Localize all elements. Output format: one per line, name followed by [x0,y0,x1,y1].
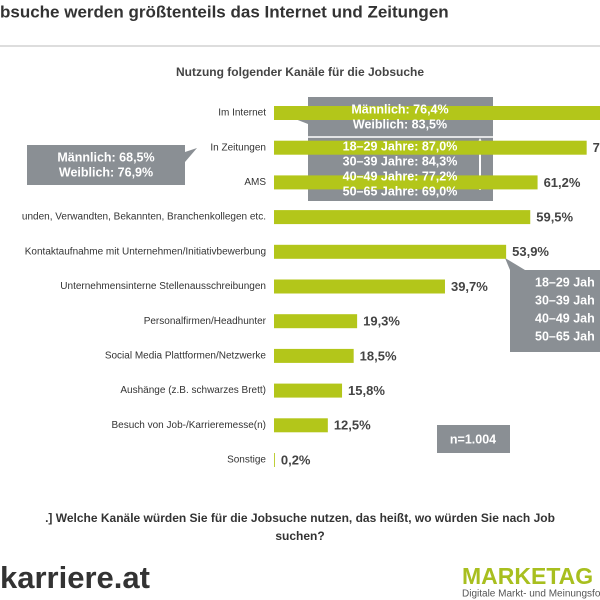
callout-text: 40–49 Jahre: 77,2% [343,169,458,183]
callout-text: Männlich: 68,5% [57,150,154,164]
question: .] Welche Kanäle würden Sie für die Jobs… [45,511,555,525]
category-label: Personalfirmen/Headhunter [144,316,267,327]
callout-text: 50–65 Jahre: 69,0% [343,184,458,198]
value-label: 15,8% [348,383,385,398]
callout-text: Weiblich: 83,5% [353,117,447,131]
callout-text: 40–49 Jah [535,311,595,325]
value-label: 0,2% [281,452,311,467]
callout-text: Männlich: 76,4% [351,102,448,116]
category-label: Kontaktaufnahme mit Unternehmen/Initiati… [25,246,266,257]
callout-text: 50–65 Jah [535,329,595,343]
bar [274,106,600,120]
bar [274,175,538,190]
value-label: 61,2% [544,175,581,190]
logo: MARKETAG [462,563,593,589]
chart-subtitle: Nutzung folgender Kanäle für die Jobsuch… [176,65,424,79]
category-label: unden, Verwandten, Bekannten, Branchenko… [22,212,266,223]
value-label: 53,9% [512,244,549,259]
bar [274,210,531,225]
value-label: 12,5% [334,418,371,433]
callout-text: 30–39 Jahre: 84,3% [343,154,458,168]
category-label: In Zeitungen [210,142,266,153]
bar [274,383,343,398]
category-label: Sonstige [227,455,266,466]
logo: karriere.at [0,560,150,595]
category-label: Social Media Plattformen/Netzwerke [105,351,267,362]
bar [274,140,587,155]
value-label: 59,5% [536,210,573,225]
value-label: 18,5% [360,348,397,363]
category-label: Besuch von Job-/Karrieremesse(n) [111,420,266,431]
value-label: 72,6% [593,140,600,155]
bar [274,279,445,294]
category-label: Im Internet [218,108,266,119]
category-label: AMS [244,177,266,188]
category-label: Unternehmensinterne Stellenausschreibung… [60,281,266,292]
question: suchen? [275,529,324,543]
callout-text: 30–39 Jah [535,293,595,307]
callout-text: Weiblich: 76,9% [59,165,153,179]
bar [274,314,358,329]
chart-title: bsuche werden größtenteils das Internet … [0,2,449,21]
bar [274,348,354,363]
callout-text: n=1.004 [450,432,496,446]
bar [274,418,328,433]
callout-text: 18–29 Jahre: 87,0% [343,139,458,153]
category-label: Aushänge (z.B. schwarzes Brett) [120,385,266,396]
value-label: 19,3% [363,314,400,329]
value-label: 39,7% [451,279,488,294]
bar [274,453,275,467]
callout-text: 18–29 Jah [535,275,595,289]
logo-subtitle: Digitale Markt- und Meinungsfo [462,589,600,600]
bar [274,244,507,259]
